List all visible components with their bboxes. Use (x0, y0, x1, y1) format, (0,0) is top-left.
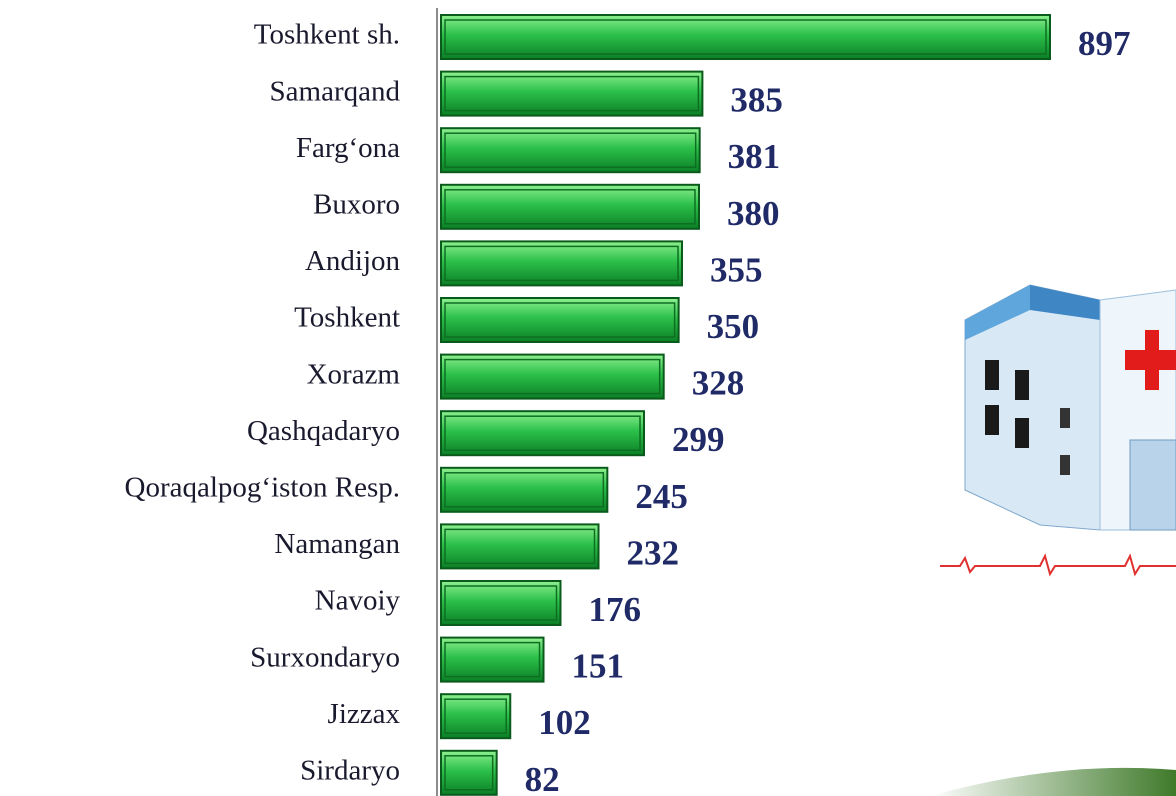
bar-inner (444, 302, 676, 338)
value-label: 82 (525, 760, 560, 796)
category-label: Buxoro (313, 188, 400, 220)
bar (440, 410, 645, 457)
bar-inner (444, 245, 679, 282)
category-label: Surxondaryo (250, 641, 400, 673)
category-label: Xorazm (307, 358, 401, 390)
value-label: 299 (672, 420, 725, 459)
bar-inner (444, 189, 696, 225)
category-label: Sirdaryo (300, 754, 400, 786)
value-label: 381 (728, 137, 781, 176)
bar-inner (444, 358, 661, 395)
bar-inner (444, 585, 558, 621)
bar-inner (444, 75, 700, 112)
value-label: 151 (572, 647, 625, 686)
bar (440, 636, 545, 683)
bar (440, 127, 701, 174)
value-label: 245 (635, 477, 688, 516)
category-label: Qashqadaryo (247, 415, 400, 447)
bar-inner (444, 132, 697, 168)
category-label: Farg‘ona (296, 132, 400, 164)
bar (440, 466, 609, 513)
bar-inner (444, 641, 541, 678)
category-label: Andijon (305, 245, 401, 277)
bar-inner (444, 755, 494, 791)
category-label: Toshkent (294, 302, 400, 334)
category-label: Qoraqalpog‘iston Resp. (125, 471, 400, 503)
bar-inner (444, 415, 641, 451)
bar-inner (444, 528, 596, 565)
category-label: Namangan (274, 528, 400, 560)
bar (440, 693, 512, 740)
category-label: Toshkent sh. (254, 19, 400, 51)
decor-swoosh (930, 767, 1176, 796)
value-label: 385 (730, 81, 783, 120)
bar (440, 70, 704, 117)
bar-inner (444, 19, 1047, 55)
value-label: 350 (707, 307, 760, 346)
bar (440, 297, 680, 343)
bar (440, 240, 684, 287)
category-label: Navoiy (315, 585, 401, 617)
bar (440, 580, 562, 626)
value-label: 232 (627, 533, 680, 572)
bar (440, 523, 600, 570)
value-label: 355 (710, 250, 763, 289)
value-label: 328 (692, 364, 745, 403)
value-label: 102 (538, 703, 591, 742)
bar-inner (444, 472, 605, 508)
bar (440, 353, 665, 400)
bar-inner (444, 698, 508, 734)
bar (440, 749, 498, 796)
value-label: 176 (588, 590, 641, 629)
bar (440, 14, 1051, 60)
category-label: Jizzax (328, 698, 401, 730)
hospital-illustration (940, 284, 1176, 577)
category-label: Samarqand (270, 75, 401, 107)
value-label: 897 (1078, 24, 1131, 63)
value-label: 380 (727, 194, 780, 233)
bar (440, 183, 700, 230)
